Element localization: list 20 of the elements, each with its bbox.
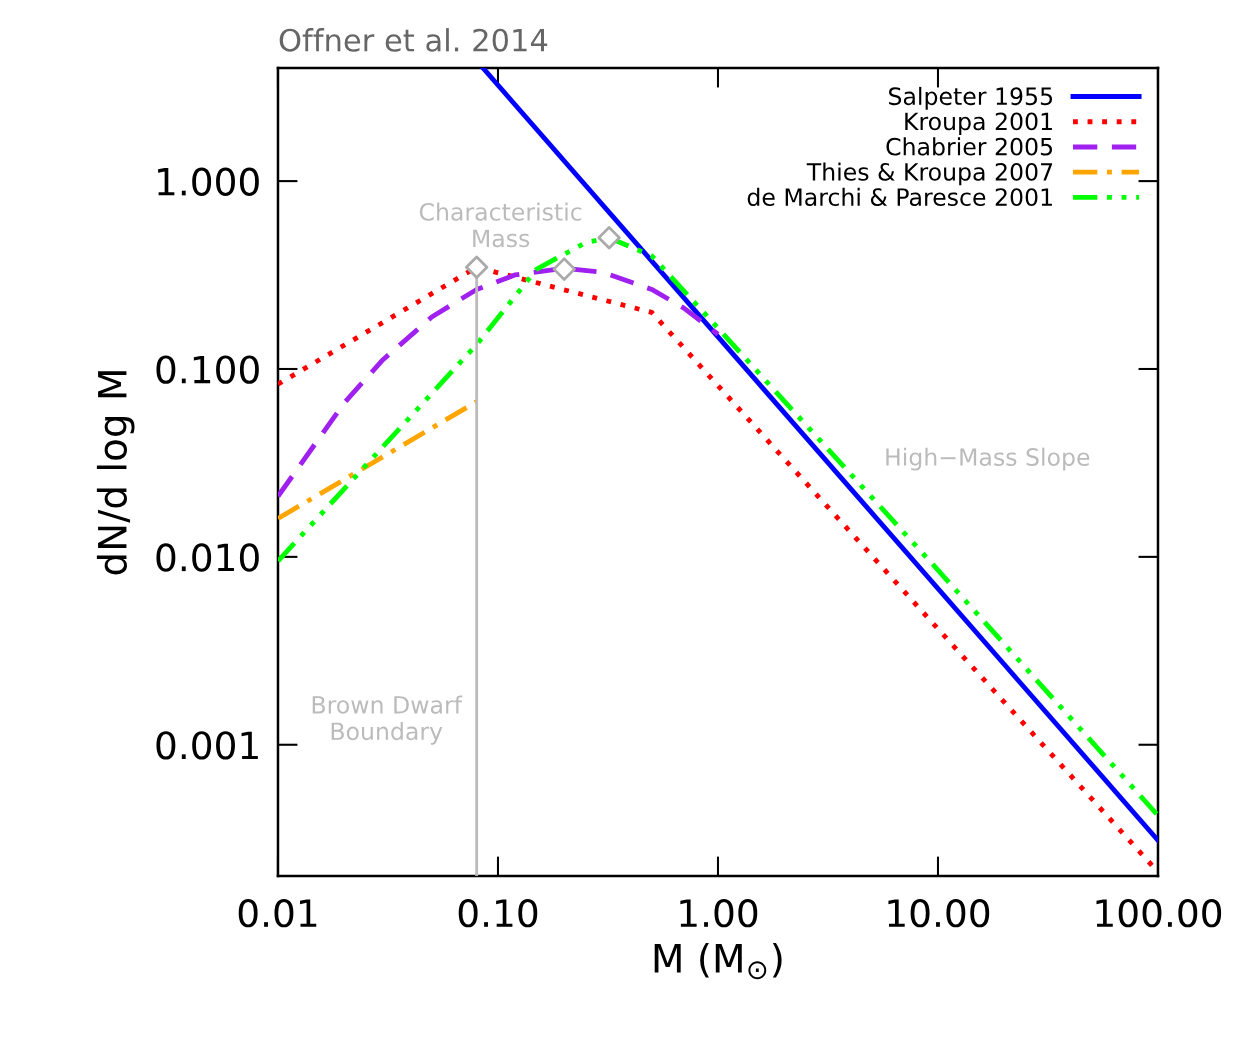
legend-label: Thies & Kroupa 2007 bbox=[806, 162, 1053, 186]
chart-title: Offner et al. 2014 bbox=[279, 28, 548, 52]
y-tick-label: 0.100 bbox=[156, 355, 259, 384]
x-tick-label: 1.00 bbox=[680, 898, 758, 928]
legend-label: Kroupa 2001 bbox=[905, 112, 1052, 135]
legend-label: Chabrier 2005 bbox=[886, 137, 1053, 156]
legend-label: de Marchi & Paresce 2001 bbox=[747, 187, 1052, 206]
annotation: Brown Dwarf Boundary bbox=[312, 695, 463, 745]
x-axis-title: M (M$_{⊙}$) bbox=[654, 942, 782, 980]
x-tick-label: 0.01 bbox=[238, 898, 317, 928]
y-tick-label: 0.010 bbox=[156, 543, 259, 572]
x-tick-label: 0.10 bbox=[458, 898, 538, 928]
y-tick-label: 0.001 bbox=[156, 731, 258, 760]
annotation: High−Mass Slope bbox=[886, 447, 1090, 471]
legend-label: Salpeter 1955 bbox=[889, 86, 1053, 110]
x-tick-label: 100.00 bbox=[1096, 898, 1222, 928]
x-tick-label: 10.00 bbox=[888, 898, 990, 928]
annotation: Characteristic Mass bbox=[419, 202, 582, 248]
y-tick-label: 1.000 bbox=[158, 167, 259, 196]
y-axis-title: dN/d log M bbox=[96, 371, 135, 575]
